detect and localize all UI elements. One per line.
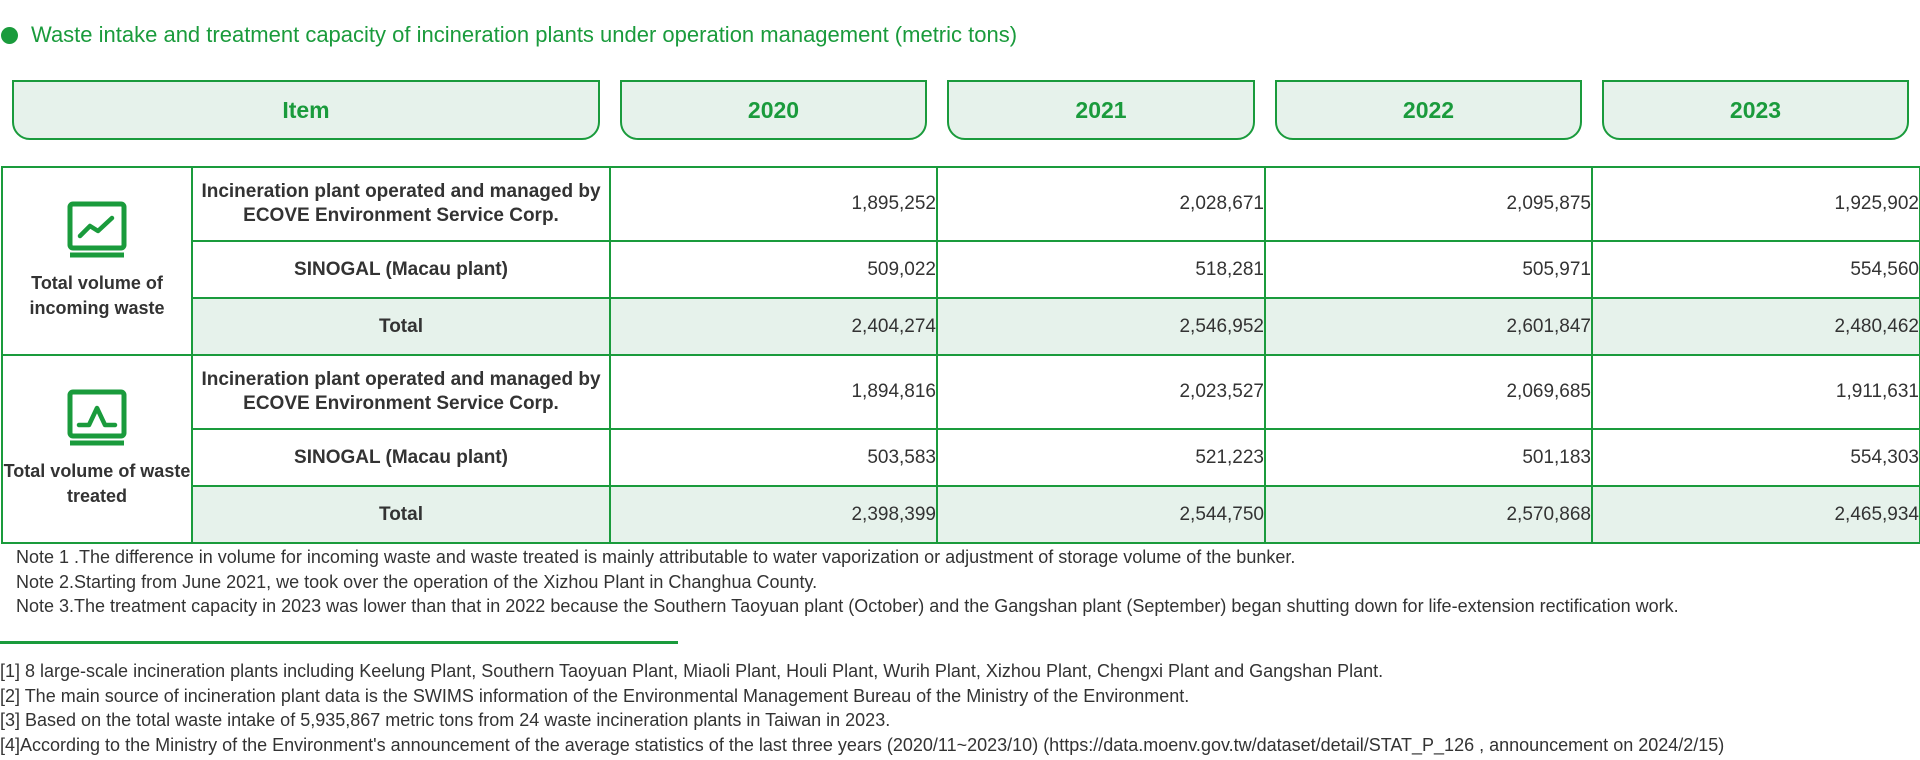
table-row: Total volume of waste treated Incinerati… xyxy=(1,354,1920,544)
note: Note 3.The treatment capacity in 2023 wa… xyxy=(16,596,1679,616)
value-cell: 518,281 xyxy=(936,240,1266,299)
peak-chart-icon xyxy=(67,389,127,446)
header-year-2021: 2021 xyxy=(947,80,1255,140)
footnote: [1] 8 large-scale incineration plants in… xyxy=(0,661,1384,681)
value-cell: 1,894,816 xyxy=(609,354,938,430)
bullet-dot-icon xyxy=(1,26,18,44)
value-cell: 1,925,902 xyxy=(1591,166,1920,242)
item-cell: Incineration plant operated and managed … xyxy=(191,166,611,242)
value-cell: 2,480,462 xyxy=(1591,297,1920,356)
table-row: SINOGAL (Macau plant) 503,583 521,223 50… xyxy=(2,428,1920,487)
group-treated-cell: Total volume of waste treated xyxy=(1,354,193,544)
rising-chart-icon xyxy=(67,201,127,258)
value-cell: 501,183 xyxy=(1264,428,1593,487)
group-label: Total volume of waste treated xyxy=(3,461,191,506)
value-cell: 2,095,875 xyxy=(1264,166,1593,242)
total-row: Total 2,398,399 2,544,750 2,570,868 2,46… xyxy=(2,485,1920,544)
value-cell: 2,028,671 xyxy=(936,166,1266,242)
value-cell: 509,022 xyxy=(609,240,938,299)
note: Note 1 .The difference in volume for inc… xyxy=(16,547,1296,567)
value-cell: 2,601,847 xyxy=(1264,297,1593,356)
value-cell: 1,895,252 xyxy=(609,166,938,242)
value-cell: 554,560 xyxy=(1591,240,1920,299)
section-title: Waste intake and treatment capacity of i… xyxy=(0,20,1017,50)
value-cell: 2,546,952 xyxy=(936,297,1266,356)
note: Note 2.Starting from June 2021, we took … xyxy=(16,571,818,592)
footnote: [3] Based on the total waste intake of 5… xyxy=(0,710,891,730)
group-label: Total volume of incoming waste xyxy=(29,273,165,318)
header-year-2022: 2022 xyxy=(1275,80,1582,140)
value-cell: 2,544,750 xyxy=(936,485,1266,544)
value-cell: 503,583 xyxy=(609,428,938,487)
table-row: Total volume of incoming waste Incinerat… xyxy=(1,166,1920,356)
item-cell: Total xyxy=(191,485,611,544)
section-title-text: Waste intake and treatment capacity of i… xyxy=(31,22,1018,47)
footnote: [4]According to the Ministry of the Envi… xyxy=(0,734,1725,755)
item-cell: SINOGAL (Macau plant) xyxy=(191,240,611,299)
footnote-divider xyxy=(0,641,678,644)
notes: Note 1 .The difference in volume for inc… xyxy=(16,545,1679,619)
header-item: Item xyxy=(12,80,600,140)
item-cell: Incineration plant operated and managed … xyxy=(191,354,611,430)
value-cell: 2,023,527 xyxy=(936,354,1266,430)
value-cell: 2,465,934 xyxy=(1591,485,1920,544)
value-cell: 2,398,399 xyxy=(609,485,938,544)
header-year-2023: 2023 xyxy=(1602,80,1909,140)
value-cell: 2,404,274 xyxy=(609,297,938,356)
header-year-2020: 2020 xyxy=(620,80,927,140)
item-cell: SINOGAL (Macau plant) xyxy=(191,428,611,487)
value-cell: 505,971 xyxy=(1264,240,1593,299)
value-cell: 554,303 xyxy=(1591,428,1920,487)
footnotes: [1] 8 large-scale incineration plants in… xyxy=(0,659,1724,757)
group-incoming-cell: Total volume of incoming waste xyxy=(1,166,193,356)
table-row: SINOGAL (Macau plant) 509,022 518,281 50… xyxy=(2,240,1920,299)
value-cell: 2,069,685 xyxy=(1264,354,1593,430)
value-cell: 521,223 xyxy=(936,428,1266,487)
total-row: Total 2,404,274 2,546,952 2,601,847 2,48… xyxy=(2,297,1920,356)
item-cell: Total xyxy=(191,297,611,356)
value-cell: 2,570,868 xyxy=(1264,485,1593,544)
value-cell: 1,911,631 xyxy=(1591,354,1920,430)
footnote: [2] The main source of incineration plan… xyxy=(0,685,1190,706)
data-table: Total volume of incoming waste Incinerat… xyxy=(1,166,1920,544)
